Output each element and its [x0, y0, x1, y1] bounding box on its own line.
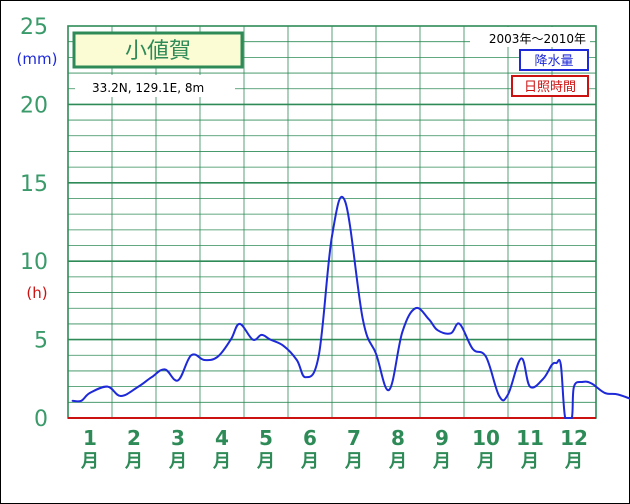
- title-box: [72, 31, 244, 69]
- legend-sunshine-label: 日照時間: [524, 80, 576, 95]
- rain-data-point: [71, 400, 74, 402]
- y-tick-label: 20: [20, 93, 48, 118]
- rain-data-point: [238, 323, 241, 325]
- x-tick-label: 8: [391, 426, 405, 450]
- location-backdrop: [75, 75, 235, 97]
- rain-data-point: [507, 393, 509, 396]
- x-tick-label: 7: [347, 426, 361, 450]
- y-tick-label: 25: [20, 15, 48, 40]
- y-tick-label: 5: [34, 329, 48, 354]
- rain-data-point: [190, 354, 192, 357]
- x-tick-suffix: 月: [388, 451, 407, 472]
- rain-data-point: [137, 385, 140, 388]
- x-tick-suffix: 月: [256, 451, 275, 472]
- rain-data-point: [542, 378, 544, 380]
- rain-data-point: [564, 417, 566, 419]
- rain-data-point: [375, 352, 377, 355]
- rain-data-point: [450, 332, 452, 335]
- rain-data-point: [551, 363, 553, 366]
- x-tick-label: 2: [127, 426, 141, 450]
- x-tick-label: 4: [215, 426, 229, 450]
- rain-data-point: [458, 323, 461, 325]
- x-tick-label: 11: [516, 426, 544, 450]
- x-tick-suffix: 月: [432, 451, 451, 472]
- legend-sunshine-box: [511, 75, 589, 97]
- y-tick-label: 15: [20, 172, 48, 197]
- rain-data-point: [560, 363, 562, 366]
- x-tick-label: 12: [560, 426, 588, 450]
- rain-data-point: [252, 338, 254, 341]
- rain-data-point: [573, 385, 575, 388]
- rain-data-point: [472, 348, 474, 350]
- rain-data-point: [282, 345, 285, 347]
- rain-data-point: [260, 334, 263, 336]
- rain-data-point: [318, 354, 320, 357]
- rain-data-point: [485, 356, 487, 358]
- rain-data-point: [428, 318, 430, 321]
- rain-data-point: [203, 359, 206, 361]
- x-tick-suffix: 月: [344, 451, 363, 472]
- rain-data-point: [89, 392, 91, 394]
- location-label: 33.2N, 129.1E, 8m: [92, 81, 204, 95]
- period-backdrop: [470, 27, 590, 47]
- rain-unit-label: (mm): [17, 50, 58, 68]
- chart-title: 小値賀: [125, 39, 191, 64]
- rain-data-point: [269, 338, 272, 341]
- x-tick-label: 10: [472, 426, 500, 450]
- x-tick-label: 5: [259, 426, 273, 450]
- rain-data-point: [414, 307, 417, 310]
- rain-data-point: [304, 376, 307, 379]
- sunshine-unit-label: (h): [26, 284, 47, 302]
- x-tick-suffix: 月: [564, 451, 583, 472]
- rain-data-point: [331, 235, 333, 237]
- x-tick-suffix: 月: [124, 451, 143, 472]
- rain-data-point: [230, 338, 232, 341]
- x-tick-suffix: 月: [80, 451, 99, 472]
- rain-data-point: [80, 400, 82, 402]
- rain-data-point: [216, 356, 219, 358]
- legend-rain-label: 降水量: [534, 54, 573, 69]
- rain-data-point: [120, 395, 122, 397]
- y-tick-labels: 0 5 10 15 20 25: [20, 15, 48, 432]
- x-tick-suffix: 月: [520, 451, 539, 472]
- rain-data-point: [362, 318, 364, 321]
- rain-data-point: [106, 385, 109, 388]
- rain-data-point: [436, 329, 439, 332]
- legend-rain-box: [519, 49, 589, 71]
- y-tick-label: 0: [34, 407, 48, 432]
- period-label: 2003年〜2010年: [489, 32, 586, 46]
- rain-data-point: [590, 382, 593, 385]
- rain-data-point: [177, 379, 179, 382]
- rain-data-point: [150, 376, 153, 379]
- y-tick-label: 10: [20, 250, 48, 275]
- rain-data-point: [498, 395, 501, 397]
- rain-data-point: [582, 381, 584, 383]
- rain-data-point: [604, 392, 606, 394]
- rain-data-point: [401, 331, 404, 333]
- rain-data-point: [555, 362, 558, 364]
- rain-data-point: [296, 359, 298, 361]
- rain-data-point: [571, 417, 573, 419]
- rain-data-point: [529, 385, 531, 388]
- x-tick-suffix: 月: [476, 451, 495, 472]
- rain-data-point: [164, 368, 166, 371]
- rain-series-line: [72, 195, 630, 419]
- x-tick-label: 9: [435, 426, 449, 450]
- x-tick-label: 1: [83, 426, 97, 450]
- rain-data-point: [388, 389, 391, 391]
- rain-series-points: [71, 200, 619, 419]
- x-tick-label: 3: [171, 426, 185, 450]
- x-tick-suffix: 月: [168, 451, 187, 472]
- rain-data-point: [344, 200, 347, 203]
- x-tick-suffix: 月: [212, 451, 231, 472]
- x-tick-label: 6: [303, 426, 317, 450]
- rain-data-point: [617, 393, 619, 396]
- x-tick-suffix: 月: [300, 451, 319, 472]
- rain-data-point: [520, 357, 522, 360]
